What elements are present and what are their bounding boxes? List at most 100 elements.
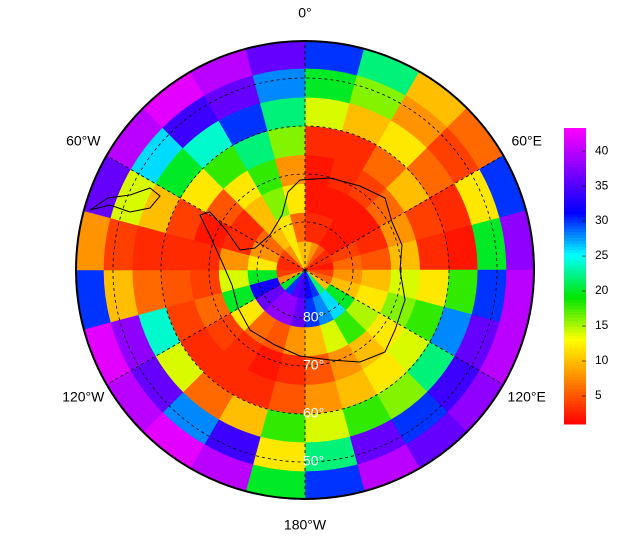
colorbar-step (564, 216, 586, 221)
colorbar-step (564, 364, 586, 369)
colorbar-step (564, 329, 586, 333)
colorbar-step (564, 240, 586, 244)
colorbar: 5 10 15 20 25 30 35 40 (564, 128, 609, 425)
colorbar-step (564, 261, 586, 265)
colorbar-step (564, 296, 586, 301)
colorbar-step (564, 311, 586, 315)
colorbar-step (564, 281, 586, 286)
colorbar-step (564, 358, 586, 363)
colorbar-step (564, 264, 586, 268)
colorbar-step (564, 385, 586, 389)
colorbar-step (564, 352, 586, 357)
colorbar-step (564, 231, 586, 236)
colorbar-tick-label: 15 (595, 318, 609, 332)
meridian (304, 155, 504, 271)
colorbar-step (564, 249, 586, 253)
colorbar-step (564, 397, 586, 401)
south-america-coast (89, 187, 161, 213)
colorbar-step (564, 320, 586, 324)
colorbar-step (564, 237, 586, 241)
colorbar-step (564, 332, 586, 336)
colorbar-step (564, 326, 586, 330)
colorbar-step (564, 373, 586, 378)
colorbar-tick-label: 40 (595, 143, 609, 157)
colorbar-step (564, 181, 586, 185)
colorbar-step (564, 196, 586, 200)
colorbar-step (564, 278, 586, 283)
colorbar-step (564, 305, 586, 310)
colorbar-step (564, 287, 586, 292)
colorbar-step (564, 148, 586, 153)
colorbar-step (564, 139, 586, 144)
colorbar-tick-label: 10 (595, 353, 609, 367)
colorbar-tick-label: 25 (595, 248, 609, 262)
colorbar-step (564, 409, 586, 413)
longitude-label: 120°W (62, 389, 105, 405)
colorbar-step (564, 273, 586, 277)
heatmap (76, 41, 534, 499)
colorbar-step (564, 338, 586, 342)
colorbar-step (564, 145, 586, 150)
colorbar-step (564, 293, 586, 298)
colorbar-step (564, 234, 586, 239)
colorbar-step (564, 314, 586, 318)
longitude-label: 60°W (66, 133, 101, 149)
colorbar-step (564, 308, 586, 313)
colorbar-step (564, 347, 586, 351)
colorbar-step (564, 276, 586, 280)
colorbar-step (564, 290, 586, 295)
colorbar-step (564, 207, 586, 212)
colorbar-step (564, 403, 586, 407)
colorbar-step (564, 166, 586, 170)
colorbar-step (564, 222, 586, 227)
colorbar-step (564, 246, 586, 250)
colorbar-step (564, 270, 586, 274)
colorbar-step (564, 400, 586, 404)
colorbar-step (564, 172, 586, 176)
colorbar-step (564, 412, 586, 416)
colorbar-step (564, 335, 586, 339)
colorbar-step (564, 219, 586, 224)
heatmap-cell (259, 96, 306, 132)
colorbar-step (564, 213, 586, 218)
colorbar-step (564, 157, 586, 162)
colorbar-step (564, 169, 586, 173)
colorbar-step (564, 151, 586, 156)
colorbar-step (564, 267, 586, 271)
colorbar-step (564, 210, 586, 215)
colorbar-step (564, 355, 586, 360)
longitude-label: 180°W (284, 517, 327, 533)
meridian (304, 269, 504, 385)
colorbar-step (564, 154, 586, 159)
colorbar-step (564, 388, 586, 392)
colorbar-step (564, 350, 586, 354)
colorbar-step (564, 421, 586, 425)
graticule (106, 41, 504, 499)
colorbar-step (564, 178, 586, 182)
colorbar-step (564, 394, 586, 398)
latitude-label: 80° (303, 309, 324, 325)
longitude-label: 60°E (511, 133, 542, 149)
heatmap-cell (443, 224, 479, 271)
colorbar-step (564, 199, 586, 203)
colorbar-step (564, 130, 586, 135)
colorbar-step (564, 341, 586, 345)
colorbar-step (564, 243, 586, 247)
latitude-label: 50° (303, 453, 324, 469)
latitude-circle (256, 221, 354, 319)
colorbar-step (564, 175, 586, 179)
colorbar-step (564, 418, 586, 422)
colorbar-step (564, 258, 586, 262)
colorbar-tick-label: 35 (595, 178, 609, 192)
colorbar-step (564, 142, 586, 147)
colorbar-step (564, 255, 586, 259)
colorbar-step (564, 379, 586, 384)
colorbar-step (564, 284, 586, 289)
colorbar-step (564, 184, 586, 188)
latitude-label: 60° (303, 405, 324, 421)
colorbar-step (564, 190, 586, 194)
heatmap-cell (131, 224, 167, 271)
colorbar-step (564, 225, 586, 230)
